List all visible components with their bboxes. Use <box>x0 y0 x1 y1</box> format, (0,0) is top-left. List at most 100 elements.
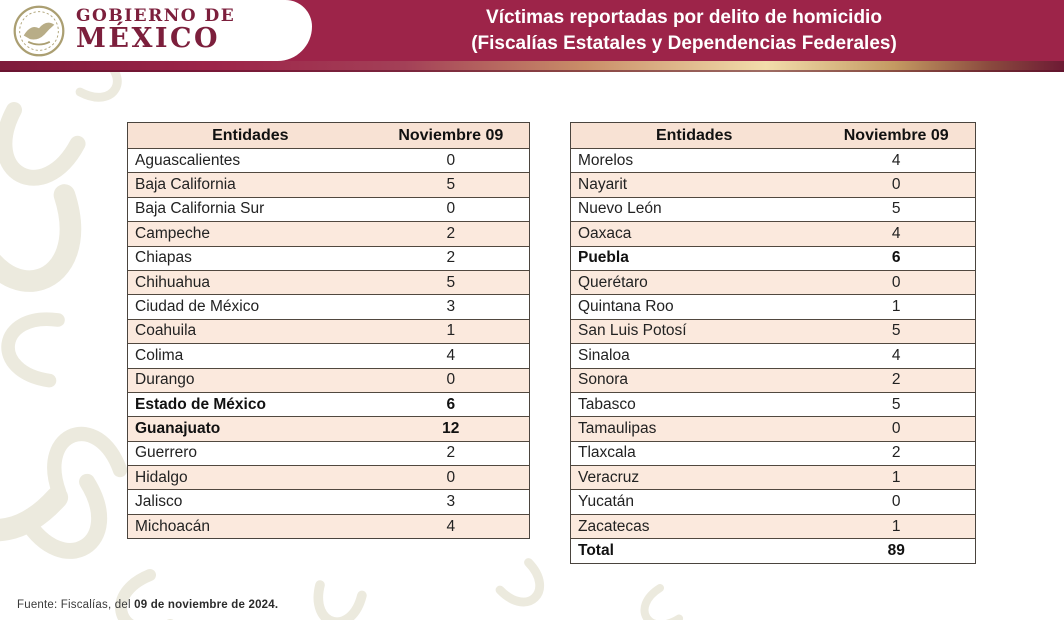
page-title-line1: Víctimas reportadas por delito de homici… <box>486 6 882 28</box>
entity-name: Hidalgo <box>135 468 188 486</box>
table-row: Quintana Roo 1 <box>571 294 975 318</box>
table-row: Yucatán 0 <box>571 489 975 513</box>
entity-value: 5 <box>891 200 901 218</box>
entity-value: 3 <box>446 493 456 511</box>
entity-value: 4 <box>446 517 456 535</box>
entity-name: Oaxaca <box>578 224 632 242</box>
entity-name: Durango <box>135 371 195 389</box>
table-row: Morelos 4 <box>571 148 975 172</box>
column-header-date: Noviembre 09 <box>843 126 949 144</box>
table-row: Aguascalientes 0 <box>128 148 529 172</box>
entity-name: Jalisco <box>135 493 183 511</box>
table-row: Chiapas 2 <box>128 245 529 270</box>
entity-value: 2 <box>446 249 456 267</box>
entity-value: 1 <box>891 468 901 486</box>
gobierno-logo-panel: GOBIERNO DE MÉXICO <box>0 0 312 61</box>
table-row: Sinaloa 4 <box>571 343 975 367</box>
entity-name: Tabasco <box>578 395 636 413</box>
table-row: Tlaxcala 2 <box>571 440 975 465</box>
table-row: Durango 0 <box>128 367 529 392</box>
entity-value: 1 <box>891 517 901 535</box>
entities-table-right: Entidades Noviembre 09 Morelos 4 Nayarit 0 N… <box>570 122 976 564</box>
entity-name: Quintana Roo <box>578 298 674 316</box>
table-row: Baja California Sur 0 <box>128 196 529 221</box>
entity-name: Tamaulipas <box>578 419 657 437</box>
entity-value: 2 <box>446 224 456 242</box>
page-title-line2: (Fiscalías Estatales y Dependencias Fede… <box>471 32 897 54</box>
entity-name: Total <box>578 541 614 559</box>
entity-value: 2 <box>446 444 456 462</box>
entity-name: Nayarit <box>578 176 628 194</box>
entity-name: Morelos <box>578 151 634 169</box>
table-row: Zacatecas 1 <box>571 513 975 539</box>
entity-name: Guanajuato <box>135 419 221 437</box>
entity-value: 5 <box>891 322 901 340</box>
table-row: Oaxaca 4 <box>571 221 975 246</box>
table-header-row: Entidades Noviembre 09 <box>128 123 529 148</box>
entity-value: 4 <box>891 224 901 242</box>
table-row: Hidalgo 0 <box>128 465 529 490</box>
table-row: Puebla 6 <box>571 245 975 270</box>
entity-value: 0 <box>891 176 901 194</box>
entity-name: Aguascalientes <box>135 151 241 169</box>
entity-name: Campeche <box>135 224 210 242</box>
entity-value: 5 <box>446 273 456 291</box>
header-gold-strip <box>0 61 1064 72</box>
entity-value: 5 <box>891 395 901 413</box>
table-row: Veracruz 1 <box>571 465 975 490</box>
entity-name: San Luis Potosí <box>578 322 687 340</box>
entity-value: 0 <box>891 419 901 437</box>
entity-name: Tlaxcala <box>578 444 636 462</box>
table-row: Chihuahua 5 <box>128 269 529 295</box>
table-row: Estado de México 6 <box>128 391 529 416</box>
entity-value: 0 <box>891 493 901 511</box>
column-header-date: Noviembre 09 <box>398 126 504 144</box>
wordmark-line2: MÉXICO <box>76 23 221 55</box>
entity-value: 6 <box>446 395 456 413</box>
entity-name: Chiapas <box>135 249 192 267</box>
entity-name: Michoacán <box>135 517 210 535</box>
entity-name: Sinaloa <box>578 346 630 364</box>
table-row: Guanajuato 12 <box>128 416 529 441</box>
entity-value: 0 <box>446 200 456 218</box>
entity-name: Sonora <box>578 371 628 389</box>
table-row: Ciudad de México 3 <box>128 294 529 318</box>
entity-name: Zacatecas <box>578 517 650 535</box>
entity-name: Querétaro <box>578 273 648 291</box>
entity-value: 0 <box>446 151 456 169</box>
entities-table-left: Entidades Noviembre 09 Aguascalientes 0 Ba… <box>127 122 530 540</box>
entity-name: Veracruz <box>578 468 640 486</box>
entity-name: Yucatán <box>578 493 635 511</box>
entity-value: 0 <box>446 468 456 486</box>
table-row: Sonora 2 <box>571 367 975 392</box>
table-row: Baja California 5 <box>128 172 529 197</box>
entity-value: 89 <box>887 541 905 559</box>
entity-value: 6 <box>891 249 901 267</box>
table-row: Nayarit 0 <box>571 172 975 197</box>
table-header-row: Entidades Noviembre 09 <box>571 123 975 148</box>
entity-name: Ciudad de México <box>135 298 260 316</box>
table-row: Tamaulipas 0 <box>571 416 975 441</box>
entity-value: 4 <box>446 346 456 364</box>
entity-value: 12 <box>442 419 460 437</box>
gobierno-de-mexico-wordmark: GOBIERNO DE MÉXICO <box>76 6 236 55</box>
entity-name: Chihuahua <box>135 273 210 291</box>
table-row: Tabasco 5 <box>571 391 975 416</box>
entity-name: Estado de México <box>135 395 266 413</box>
entity-name: Coahuila <box>135 322 197 340</box>
mexico-eagle-seal-icon <box>13 5 65 56</box>
entity-value: 0 <box>446 371 456 389</box>
table-row: Campeche 2 <box>128 221 529 246</box>
entity-name: Guerrero <box>135 444 198 462</box>
column-header-entidades: Entidades <box>212 126 289 144</box>
wordmark-line1: GOBIERNO DE <box>76 6 236 27</box>
table-row: Jalisco 3 <box>128 489 529 513</box>
table-row: Nuevo León 5 <box>571 196 975 221</box>
table-row: Coahuila 1 <box>128 318 529 344</box>
entity-name: Puebla <box>578 249 629 267</box>
table-row: San Luis Potosí 5 <box>571 318 975 344</box>
entity-name: Nuevo León <box>578 200 662 218</box>
entity-name: Baja California <box>135 176 236 194</box>
